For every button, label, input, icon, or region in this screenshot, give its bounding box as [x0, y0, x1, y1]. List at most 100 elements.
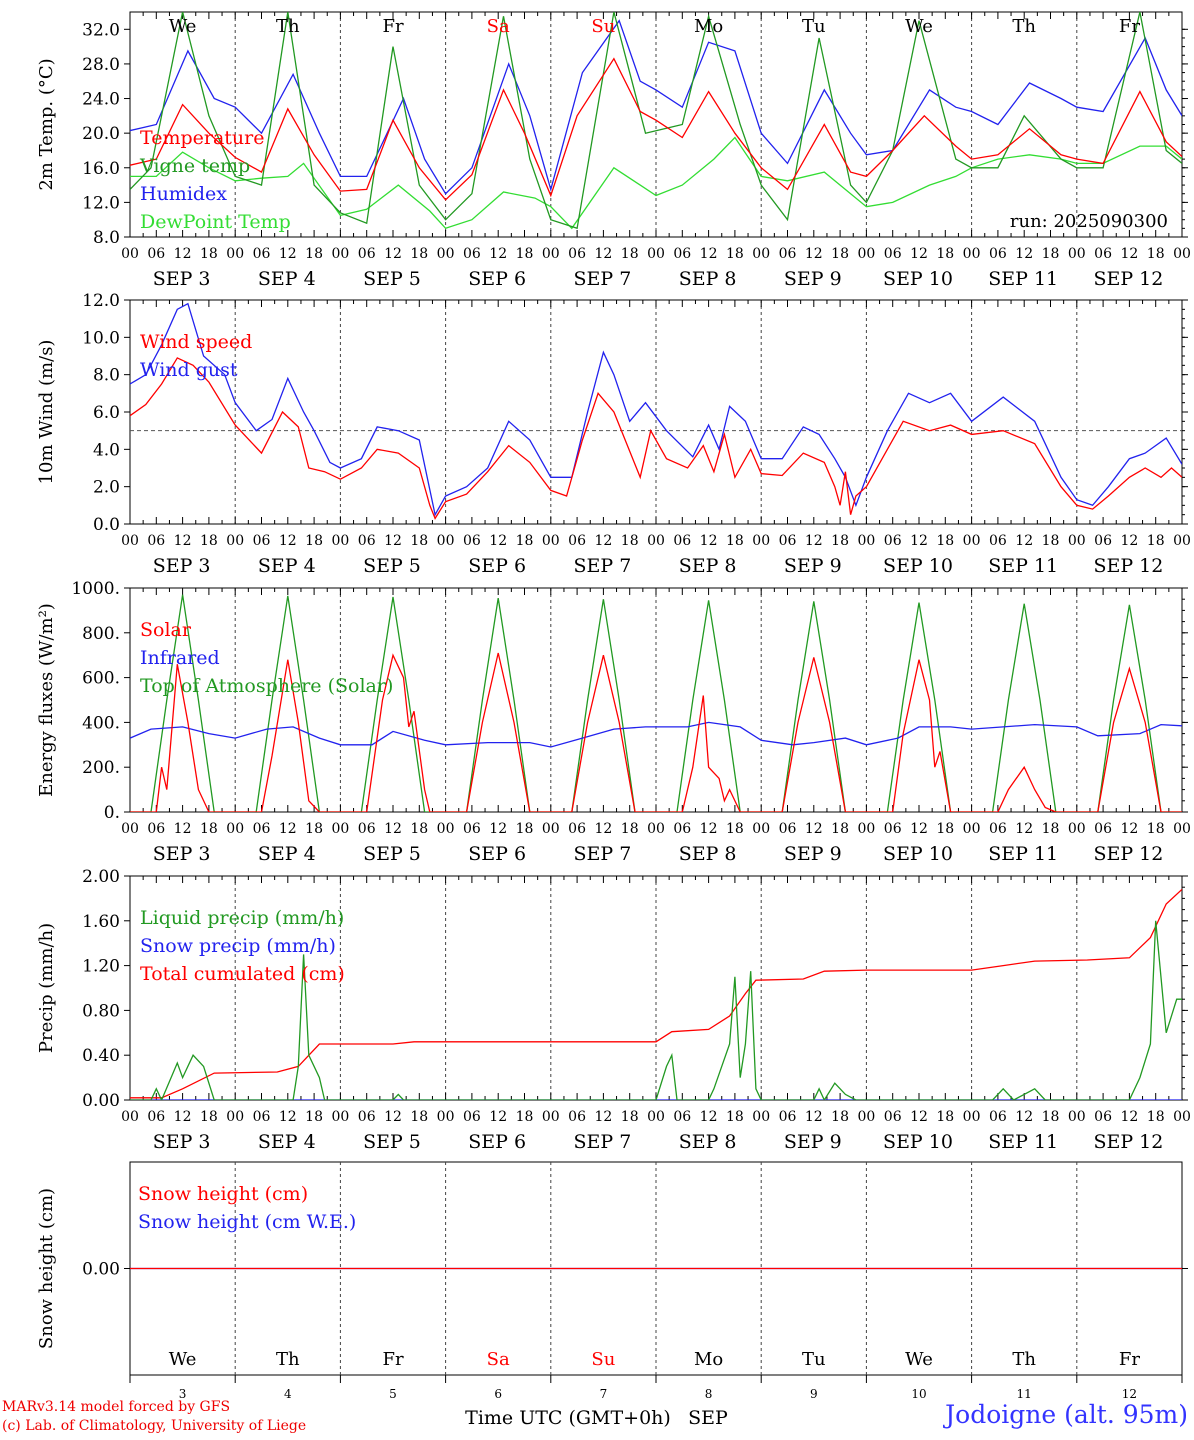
hour-tick-label: 18	[831, 821, 849, 837]
legend-entry: Infrared	[140, 647, 220, 669]
date-label: SEP 9	[784, 555, 842, 577]
legend-entry: Wind gust	[140, 359, 238, 381]
hour-tick-label: 12	[594, 246, 612, 262]
hour-tick-label: 00	[647, 821, 665, 837]
hour-tick-label: 00	[331, 246, 349, 262]
date-label: SEP 5	[363, 555, 421, 577]
hour-tick-label: 12	[805, 533, 823, 549]
hour-tick-label: 00	[963, 533, 981, 549]
hour-tick-label: 06	[884, 246, 902, 262]
hour-tick-label: 18	[936, 821, 954, 837]
hour-tick-label: 06	[779, 821, 797, 837]
hour-tick-label: 12	[384, 821, 402, 837]
x-axis-unit: SEP	[688, 1407, 728, 1429]
date-label: SEP 11	[988, 555, 1058, 577]
legend-entry: Top of Atmosphere (Solar)	[140, 675, 393, 697]
hour-tick-label: 06	[358, 1109, 376, 1125]
date-label: SEP 12	[1093, 1131, 1163, 1153]
hour-tick-label: 00	[963, 821, 981, 837]
hour-tick-label: 06	[147, 246, 165, 262]
y-tick-label: 24.0	[82, 90, 120, 110]
y-axis-label: Energy fluxes (W/m²)	[36, 603, 57, 797]
y-tick-label: 0.00	[82, 1091, 120, 1111]
day-name-label: Mo	[694, 16, 723, 37]
legend-entry: Snow precip (mm/h)	[140, 935, 336, 957]
day-number-label: 5	[389, 1387, 397, 1401]
date-label: SEP 10	[883, 843, 953, 865]
hour-tick-label: 12	[805, 821, 823, 837]
hour-tick-label: 12	[594, 821, 612, 837]
y-tick-label: 0.0	[93, 515, 120, 535]
series-line-total-cumulated-cm-	[130, 888, 1182, 1099]
series-line-liquid-precip-mm-h-	[130, 920, 1182, 1100]
date-label: SEP 9	[784, 843, 842, 865]
legend-entry: Humidex	[140, 183, 227, 205]
hour-tick-label: 06	[673, 246, 691, 262]
hour-tick-label: 00	[647, 533, 665, 549]
hour-tick-label: 06	[1094, 821, 1112, 837]
y-tick-label: 0.	[104, 803, 120, 823]
day-name-label: Fr	[1119, 1349, 1140, 1370]
hour-tick-label: 00	[752, 1109, 770, 1125]
date-label: SEP 12	[1093, 555, 1163, 577]
hour-tick-label: 12	[489, 821, 507, 837]
y-tick-label: 1000.	[71, 579, 120, 599]
hour-tick-label: 06	[147, 1109, 165, 1125]
day-number-label: 9	[810, 1387, 818, 1401]
hour-tick-label: 12	[1015, 1109, 1033, 1125]
hour-tick-label: 18	[516, 246, 534, 262]
legend-entry: Total cumulated (cm)	[140, 963, 345, 985]
hour-tick-label: 00	[542, 1109, 560, 1125]
day-number-label: 10	[911, 1387, 926, 1401]
hour-tick-label: 12	[1120, 533, 1138, 549]
hour-tick-label: 12	[1015, 533, 1033, 549]
hour-tick-label: 00	[121, 821, 139, 837]
hour-tick-label: 00	[1173, 533, 1191, 549]
hour-tick-label: 00	[121, 533, 139, 549]
hour-tick-label: 18	[831, 246, 849, 262]
date-label: SEP 9	[784, 1131, 842, 1153]
hour-tick-label: 12	[279, 533, 297, 549]
hour-tick-label: 06	[673, 821, 691, 837]
hour-tick-label: 12	[700, 533, 718, 549]
hour-tick-label: 00	[1173, 1109, 1191, 1125]
y-tick-label: 4.0	[93, 440, 120, 460]
date-label: SEP 6	[468, 555, 526, 577]
y-tick-label: 0.40	[82, 1046, 120, 1066]
hour-tick-label: 18	[200, 246, 218, 262]
hour-tick-label: 18	[410, 1109, 428, 1125]
day-number-label: 6	[494, 1387, 502, 1401]
hour-tick-label: 12	[279, 1109, 297, 1125]
hour-tick-label: 18	[200, 533, 218, 549]
hour-tick-label: 18	[621, 1109, 639, 1125]
hour-tick-label: 12	[910, 533, 928, 549]
day-name-label: Fr	[382, 1349, 403, 1370]
hour-tick-label: 00	[1068, 1109, 1086, 1125]
hour-tick-label: 00	[963, 246, 981, 262]
day-number-label: 4	[284, 1387, 292, 1401]
hour-tick-label: 12	[279, 821, 297, 837]
date-label: SEP 4	[258, 1131, 316, 1153]
hour-tick-label: 18	[621, 821, 639, 837]
hour-tick-label: 12	[910, 821, 928, 837]
hour-tick-label: 18	[516, 533, 534, 549]
hour-tick-label: 00	[752, 821, 770, 837]
hour-tick-label: 06	[463, 246, 481, 262]
day-name-label: Th	[1012, 16, 1036, 37]
y-axis-label: 2m Temp. (°C)	[36, 58, 57, 190]
hour-tick-label: 18	[726, 246, 744, 262]
hour-tick-label: 12	[700, 246, 718, 262]
hour-tick-label: 00	[857, 1109, 875, 1125]
hour-tick-label: 00	[121, 246, 139, 262]
hour-tick-label: 00	[963, 1109, 981, 1125]
series-line-solar	[130, 652, 1182, 812]
series-line-wind-gust	[130, 302, 1182, 517]
date-label: SEP 3	[153, 843, 211, 865]
hour-tick-label: 12	[700, 1109, 718, 1125]
hour-tick-label: 06	[253, 246, 271, 262]
hour-tick-label: 12	[594, 533, 612, 549]
hour-tick-label: 00	[226, 533, 244, 549]
legend-entry: Liquid precip (mm/h)	[140, 907, 344, 929]
day-name-label: Th	[1012, 1349, 1036, 1370]
